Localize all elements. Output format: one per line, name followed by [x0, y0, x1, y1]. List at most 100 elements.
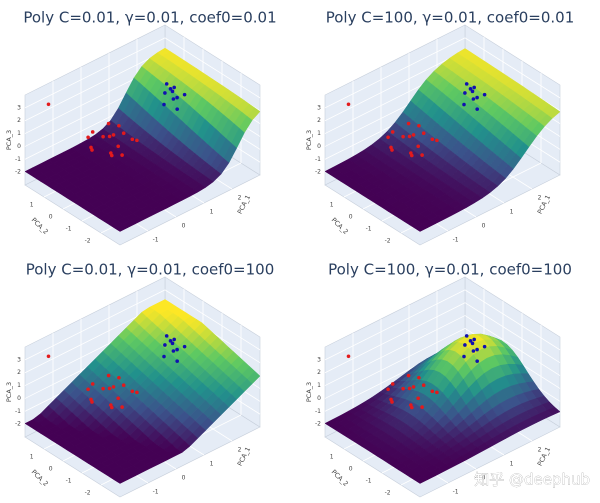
scatter-point	[89, 145, 93, 150]
scatter-point	[471, 97, 476, 101]
y-tick-label: 0	[49, 466, 53, 473]
scatter-point	[416, 144, 420, 149]
scatter-point	[475, 107, 479, 111]
scatter-point	[116, 144, 120, 149]
y-tick-label: 0	[349, 214, 353, 221]
grid-line	[24, 289, 166, 361]
y-axis-title: PCA_2	[330, 216, 350, 236]
scatter-point	[164, 334, 169, 338]
subplot: Poly C=100, γ=0.01, coef0=0.01 -1 0 1 2 -2 -1 0…	[305, 9, 574, 246]
grid-line	[24, 50, 166, 122]
z-tick-label: 2	[17, 369, 21, 376]
z-tick-label: 0	[17, 143, 21, 150]
y-axis-title: PCA_2	[30, 468, 50, 488]
scatter-point	[170, 341, 175, 346]
x-tick-label: 0	[182, 474, 186, 481]
scatter-point	[482, 344, 487, 349]
scatter-point	[464, 334, 469, 338]
scatter-point	[107, 386, 112, 391]
z-axis-title: PCA_3	[5, 382, 13, 402]
y-tick-label: 1	[330, 454, 334, 461]
scatter-point	[172, 337, 176, 342]
y-tick-label: -1	[366, 478, 372, 485]
scatter-point	[121, 383, 126, 388]
scatter-point	[46, 102, 51, 107]
scatter-point	[171, 349, 176, 353]
scatter-point	[163, 343, 167, 347]
x-tick-label: 2	[538, 194, 542, 201]
scatter-point	[116, 396, 120, 401]
scatter-point	[462, 354, 466, 359]
scatter-point	[164, 82, 169, 86]
scatter-point	[130, 389, 135, 394]
surface-patch	[114, 476, 129, 484]
y-tick-label: 0	[49, 214, 53, 221]
scatter-point	[463, 91, 467, 95]
scatter-point	[435, 138, 439, 143]
x-tick-label: 0	[182, 222, 186, 229]
y-tick-label: 1	[330, 202, 334, 209]
scatter-point	[390, 382, 395, 386]
scatter-point	[110, 405, 114, 410]
scatter-point	[475, 359, 479, 363]
scatter-point	[472, 337, 476, 342]
grid-line	[324, 315, 466, 386]
x-tick-label: -1	[153, 236, 159, 243]
y-tick-label: -2	[385, 238, 391, 245]
scatter-point	[417, 375, 421, 380]
scatter-point	[435, 390, 439, 395]
subplot: Poly C=0.01, γ=0.01, coef0=100 -1 0 1 2 -2 -1 0…	[5, 261, 274, 498]
z-tick-label: -1	[315, 408, 321, 415]
scatter-point	[106, 121, 111, 126]
z-tick-label: 0	[17, 395, 21, 402]
scatter-point	[420, 405, 424, 409]
scatter-point	[175, 347, 179, 352]
z-tick-label: 1	[317, 382, 321, 389]
scatter-point	[117, 123, 121, 128]
scatter-point	[168, 87, 173, 91]
scatter-point	[406, 121, 411, 126]
z-tick-label: 3	[317, 356, 321, 363]
z-tick-label: 0	[317, 395, 321, 402]
scatter-point	[430, 389, 435, 394]
chart-title: Poly C=0.01, γ=0.01, coef0=0.01	[23, 9, 276, 27]
scatter-point	[90, 382, 95, 386]
subplot: Poly C=0.01, γ=0.01, coef0=0.01 -1 0 1 2 -2 -1…	[5, 9, 277, 246]
scatter-point	[420, 153, 424, 157]
scatter-point	[163, 91, 167, 95]
scatter-point	[475, 95, 479, 100]
scatter-point	[430, 137, 435, 142]
surface	[24, 47, 261, 232]
scatter-point	[171, 97, 176, 101]
scatter-point	[182, 344, 187, 349]
scatter-point	[389, 397, 393, 402]
scatter-point	[120, 405, 124, 409]
grid-line	[324, 328, 466, 399]
grid-line	[164, 37, 261, 99]
z-tick-label: 1	[17, 382, 21, 389]
scatter-point	[390, 130, 395, 134]
y-tick-label: -2	[85, 238, 91, 245]
scatter-point	[468, 87, 473, 91]
surface	[24, 299, 261, 484]
scatter-point	[130, 137, 135, 142]
surface-patch	[114, 224, 129, 232]
z-tick-label: -1	[315, 156, 321, 163]
scatter-point	[101, 386, 105, 391]
z-tick-label: -2	[15, 169, 21, 176]
subplot: Poly C=100, γ=0.01, coef0=100 -1 0 1 2 -2 -1 0 1…	[305, 261, 572, 498]
scatter-point	[421, 131, 426, 136]
scatter-point	[170, 89, 175, 94]
scatter-point	[346, 354, 351, 359]
scatter-point	[86, 135, 90, 140]
x-tick-label: 2	[238, 194, 242, 201]
surface	[324, 333, 561, 484]
x-tick-label: 1	[510, 208, 514, 215]
grid-line	[324, 302, 466, 374]
y-axis-title: PCA_2	[330, 468, 350, 488]
watermark: 知乎 @deephub	[474, 471, 590, 489]
scatter-point	[462, 102, 466, 107]
scatter-point	[410, 153, 414, 158]
surface-patch	[414, 223, 429, 232]
